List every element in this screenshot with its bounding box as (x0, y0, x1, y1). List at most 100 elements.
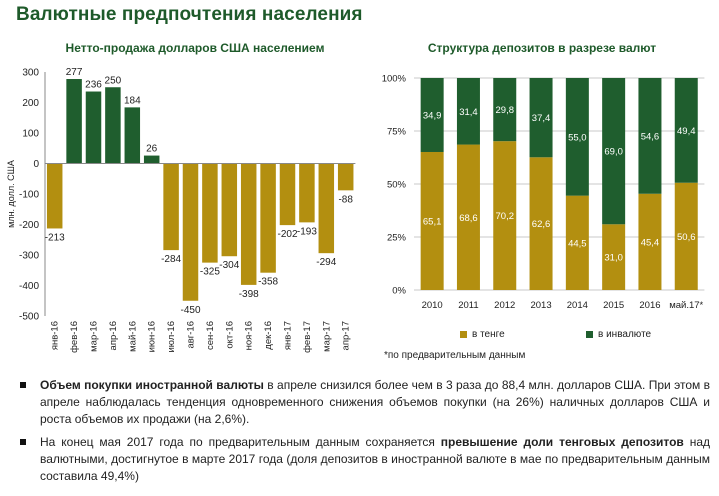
data-label-foreign: 69,0 (604, 147, 623, 158)
deposit-structure-chart: 65,1 34,9 68,6 31,4 70,2 29,8 62,6 37,4 44,5 55,0… (382, 74, 705, 311)
data-label-tenge: 50,6 (677, 232, 696, 243)
y-tick-label: 100 (22, 129, 39, 140)
bar (124, 107, 141, 164)
bar-tenge (565, 195, 589, 290)
y-tick-label: -300 (19, 251, 39, 262)
data-label: 236 (85, 80, 102, 91)
data-label-foreign: 55,0 (568, 132, 587, 143)
net-sales-bars (46, 79, 354, 301)
bullet-mark (20, 439, 26, 445)
bar-tenge (674, 182, 698, 290)
bullet-text: в апреле снизился более чем в 3 раза до … (40, 378, 710, 426)
bar (221, 163, 238, 257)
legend-label-tenge: в тенге (472, 329, 505, 340)
data-label: -294 (316, 257, 336, 268)
bar (299, 163, 315, 223)
category-label: сен-16 (205, 321, 216, 350)
category-label: май.17* (669, 300, 703, 311)
y-axis-label: млн. долл. США (6, 160, 16, 228)
bar (279, 163, 296, 226)
category-label: 2012 (494, 300, 515, 311)
deposit-y-ticks: 0% 25% 50% 75% 100% (382, 74, 407, 297)
category-label: 2011 (458, 300, 478, 311)
bar (260, 163, 276, 273)
category-label: июл-16 (166, 321, 177, 353)
category-label: июн-16 (147, 321, 158, 352)
category-label: ноя-16 (244, 321, 255, 350)
category-label: 2015 (603, 300, 624, 311)
net-sales-axes (44, 72, 356, 316)
y-tick-label: 75% (387, 127, 407, 138)
bar (46, 163, 63, 229)
data-label-foreign: 34,9 (423, 110, 442, 121)
data-label: -398 (239, 289, 259, 300)
data-label: -304 (219, 260, 239, 271)
deposit-data-labels: 65,1 34,9 68,6 31,4 70,2 29,8 62,6 37,4 44,5 55,0… (423, 105, 696, 264)
bar (105, 87, 121, 164)
y-tick-label: -400 (19, 281, 39, 292)
category-label: янв-17 (283, 321, 294, 350)
data-label: 26 (146, 144, 158, 155)
category-label: 2016 (639, 300, 660, 311)
bar-tenge (456, 144, 480, 290)
category-label: 2010 (422, 300, 443, 311)
data-label-tenge: 62,6 (532, 219, 551, 230)
net-sales-chart-title: Нетто-продажа долларов США населением (65, 41, 325, 55)
bar (337, 163, 354, 191)
category-label: мар-17 (321, 321, 332, 352)
y-tick-label: 50% (387, 180, 407, 191)
bar-foreign (420, 78, 444, 152)
bar-tenge (493, 141, 517, 290)
net-sales-y-ticks: 300 200 100 0 -100 -200 -300 -400 -500 (19, 68, 39, 323)
data-label-tenge: 70,2 (496, 211, 515, 222)
category-label: 2013 (530, 300, 551, 311)
category-label: янв-16 (50, 321, 61, 350)
data-label-tenge: 44,5 (568, 238, 587, 249)
deposit-category-labels: 2010 2011 2012 2013 2014 2015 2016 май.17* (422, 300, 704, 311)
bullet-bold-text: превышение доли тенговых депозитов (440, 435, 684, 449)
bar (240, 163, 257, 285)
category-label: апр-16 (108, 321, 119, 350)
bullet-text: над валютными, достигнутое в марте 2017 … (40, 435, 711, 483)
data-label-foreign: 31,4 (459, 107, 478, 118)
bar-tenge (638, 193, 662, 290)
bullet-purchase-volume: Объем покупки иностранной валюты в апрел… (20, 377, 710, 428)
bar-foreign (456, 78, 480, 145)
bar-tenge (602, 224, 626, 290)
category-label: окт-16 (224, 321, 235, 349)
data-label: -284 (161, 254, 181, 265)
category-label: 2014 (567, 300, 588, 311)
deposit-structure-chart-title: Структура депозитов в разрезе валют (427, 41, 657, 55)
bar-foreign (565, 78, 589, 196)
data-label-tenge: 68,6 (459, 213, 478, 224)
data-label: -193 (297, 226, 317, 237)
data-label: 277 (66, 67, 83, 78)
y-tick-label: -200 (19, 220, 39, 231)
net-sales-chart: млн. долл. США 300 200 100 0 -100 -200 -300 -40… (6, 67, 356, 353)
y-tick-label: 0% (392, 286, 406, 297)
legend-label-foreign: в инвалюте (598, 329, 652, 340)
summary-bullets: Объем покупки иностранной валюты в апрел… (20, 377, 710, 491)
data-label-tenge: 65,1 (423, 216, 442, 227)
legend-swatch-foreign (586, 331, 593, 338)
data-label: -213 (45, 232, 65, 243)
bar (202, 163, 218, 263)
bullet-mark (20, 382, 26, 388)
legend-swatch-tenge (460, 331, 467, 338)
bullet-text: На конец мая 2017 года по предварительны… (40, 435, 441, 449)
data-label: 250 (105, 75, 122, 86)
y-tick-label: -500 (19, 312, 39, 323)
y-tick-label: 0 (33, 159, 39, 170)
data-label: -202 (277, 229, 297, 240)
bullet-bold-text: Объем покупки иностранной валюты (40, 378, 264, 392)
bar-tenge (529, 157, 553, 290)
bar-foreign (674, 78, 698, 183)
bar-foreign (529, 78, 553, 158)
data-label: -88 (338, 194, 353, 205)
bar-foreign (493, 78, 517, 142)
category-label: апр-17 (341, 321, 352, 350)
net-sales-y-axis-label-group: млн. долл. США (6, 160, 16, 228)
y-tick-label: 300 (22, 68, 39, 79)
deposit-bars (420, 78, 698, 290)
